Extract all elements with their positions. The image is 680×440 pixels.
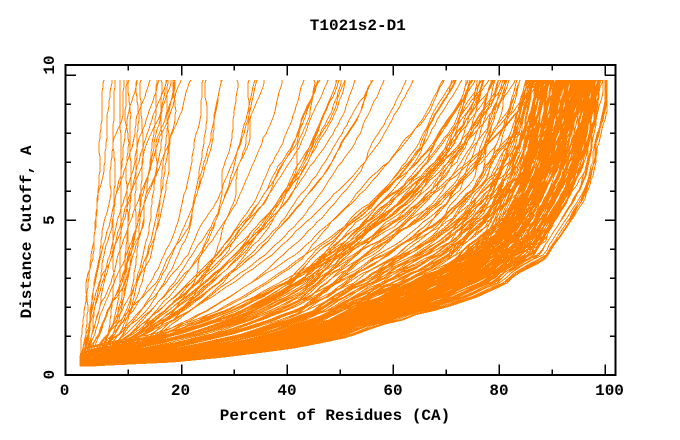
svg-text:40: 40 — [277, 382, 296, 400]
svg-text:0: 0 — [60, 382, 70, 400]
svg-text:0: 0 — [41, 370, 59, 380]
svg-text:60: 60 — [383, 382, 402, 400]
svg-text:Distance Cutoff, A: Distance Cutoff, A — [18, 145, 36, 318]
svg-text:100: 100 — [595, 382, 624, 400]
svg-text:80: 80 — [489, 382, 508, 400]
svg-text:20: 20 — [171, 382, 190, 400]
svg-text:Percent of Residues (CA): Percent of Residues (CA) — [220, 407, 450, 425]
svg-text:T1021s2-D1: T1021s2-D1 — [310, 17, 406, 35]
svg-text:5: 5 — [41, 215, 59, 225]
svg-text:10: 10 — [41, 55, 59, 74]
